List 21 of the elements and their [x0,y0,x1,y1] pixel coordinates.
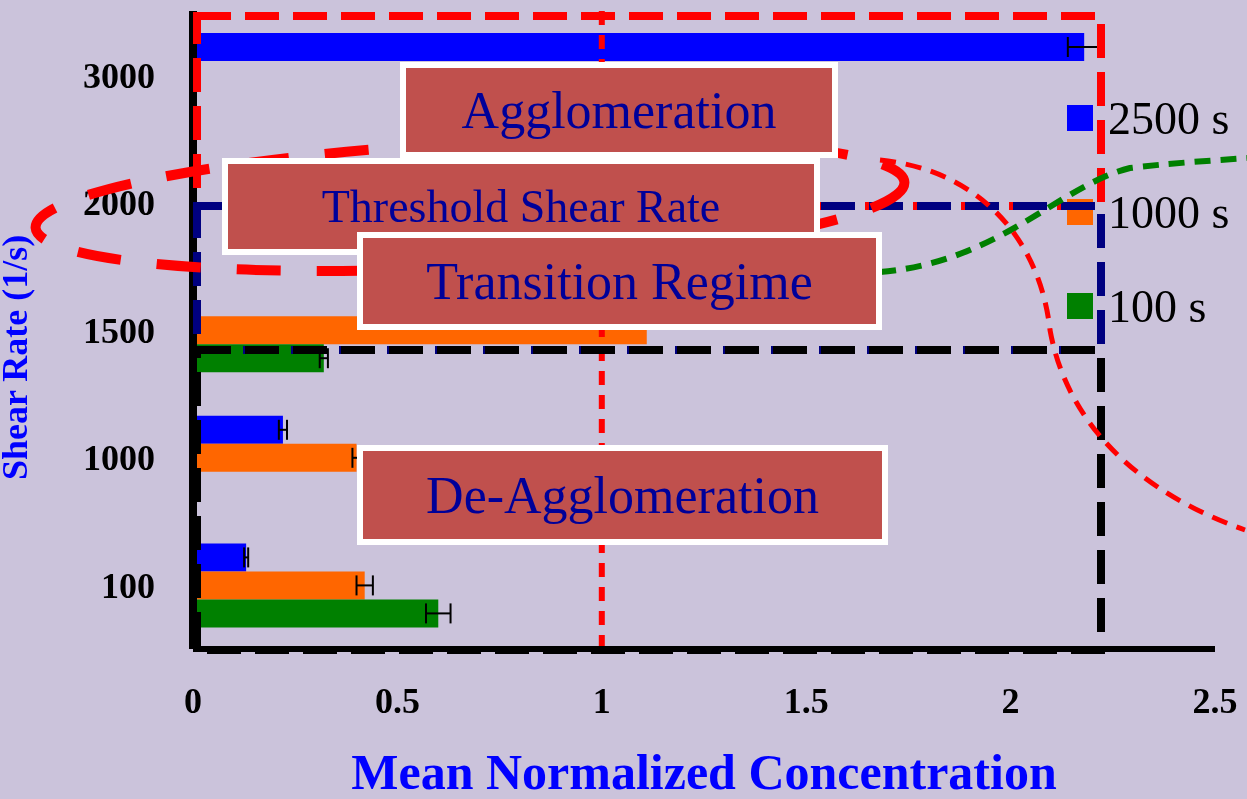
y-tick-label: 1000 [83,438,155,479]
x-tick-label: 1 [592,680,611,721]
y-axis-title: Shear Rate (1/s) [0,234,35,480]
legend-label: 100 s [1108,279,1207,333]
x-tick-label: 2.5 [1192,680,1238,721]
annotation: Agglomeration [461,80,777,140]
x-tick-label: 2 [1001,680,1020,721]
legend-label: 1000 s [1108,185,1230,239]
x-tick-label: 0.5 [374,680,420,721]
y-tick-label: 1500 [83,310,155,351]
x-axis-title: Mean Normalized Concentration [351,744,1057,799]
legend-label: 2500 s [1108,91,1230,145]
y-tick-label: 100 [101,565,155,606]
label-box: Agglomeration [400,62,838,158]
label-box: Transition Regime [357,232,882,330]
annotation: Threshold Shear Rate [321,180,721,233]
x-tick-label: 1.5 [783,680,829,721]
annotation: De-Agglomeration [426,465,819,525]
x-tick-label: 0 [184,680,202,721]
y-tick-label: 3000 [83,55,155,96]
label-box: De-Agglomeration [357,445,888,545]
